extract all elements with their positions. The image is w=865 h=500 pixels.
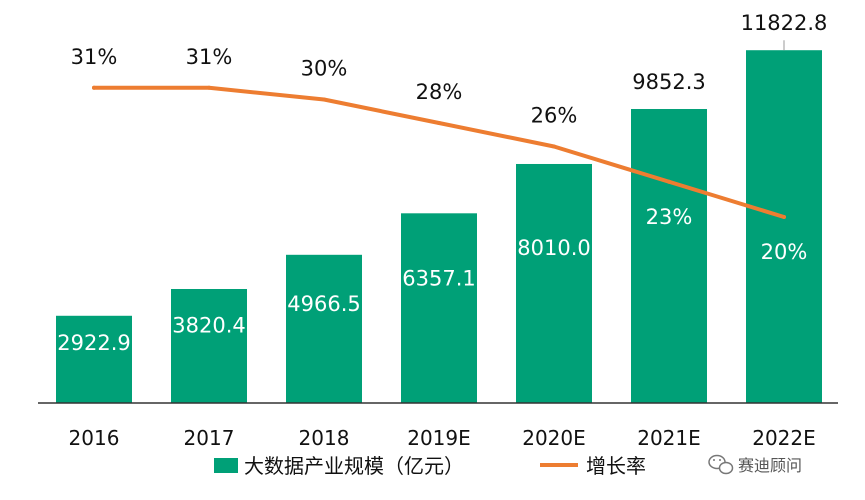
bar-value-labels: 2922.9 3820.4 4966.5 6357.1 8010.0 9852.3 1182… — [57, 11, 827, 355]
rate-value-label-2022E: 20% — [761, 240, 808, 264]
legend-bar-label: 大数据产业规模（亿元） — [244, 454, 464, 478]
rate-value-label-2016: 31% — [71, 45, 118, 69]
legend-bar-swatch — [214, 458, 238, 473]
rate-value-label-2021E: 23% — [646, 205, 693, 229]
rate-point-2016 — [92, 85, 96, 90]
bar-2022E — [746, 50, 822, 404]
bar-2021E — [631, 109, 707, 403]
x-tick-2020E: 2020E — [522, 426, 586, 450]
watermark: 赛迪顾问 — [708, 454, 802, 475]
bar-value-label-2019E: 6357.1 — [402, 266, 475, 290]
growth-rate-line-group — [92, 85, 786, 219]
rate-point-2022E — [782, 215, 786, 219]
x-tick-2018: 2018 — [299, 426, 350, 450]
x-tick-2017: 2017 — [184, 426, 235, 450]
bar-2020E — [516, 163, 592, 403]
wechat-icon — [708, 454, 734, 475]
bar-value-label-2017: 3820.4 — [172, 313, 245, 337]
rate-point-2017 — [207, 85, 211, 90]
x-tick-2021E: 2021E — [637, 426, 701, 450]
legend: 大数据产业规模（亿元） 增长率 — [214, 454, 646, 478]
bar-2019E — [401, 213, 477, 403]
rate-value-label-2017: 31% — [186, 45, 233, 69]
x-tick-2022E: 2022E — [752, 426, 816, 450]
legend-line-label: 增长率 — [586, 454, 646, 478]
bar-value-label-2021E: 9852.3 — [632, 70, 705, 94]
bar-value-label-2016: 2922.9 — [57, 331, 130, 355]
x-tick-labels: 2016 2017 2018 2019E 2020E 2021E 2022E — [69, 426, 816, 450]
x-tick-2016: 2016 — [69, 426, 120, 450]
rate-value-label-2018: 30% — [301, 57, 348, 81]
rate-point-2020E — [552, 144, 556, 149]
rate-point-2019E — [437, 121, 441, 125]
rate-value-label-2020E: 26% — [531, 104, 578, 128]
watermark-text: 赛迪顾问 — [738, 456, 802, 475]
bar-2017 — [171, 288, 247, 403]
bar-value-label-2022E: 11822.8 — [741, 11, 828, 35]
rate-point-2021E — [667, 179, 671, 184]
bar-value-label-2018: 4966.5 — [287, 292, 360, 316]
rate-value-labels: 31% 31% 30% 28% 26% 23% 20% — [71, 45, 808, 264]
bar-2016 — [56, 315, 132, 403]
rate-point-2018 — [322, 97, 326, 102]
bar-2018 — [286, 254, 362, 403]
bar-value-label-2020E: 8010.0 — [517, 236, 590, 260]
bars-group — [56, 50, 822, 404]
rate-value-label-2019E: 28% — [416, 80, 463, 104]
x-tick-2019E: 2019E — [407, 426, 471, 450]
